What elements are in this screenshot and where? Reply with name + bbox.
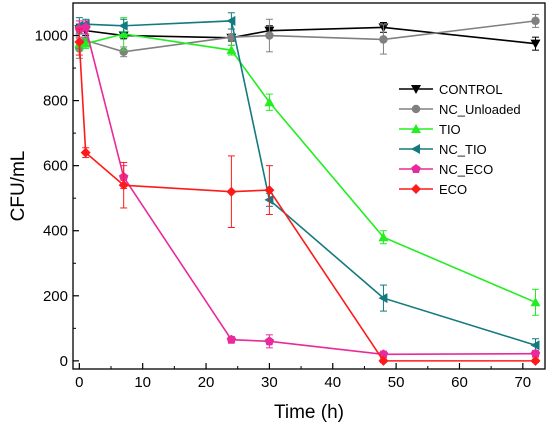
data-point [227, 32, 236, 42]
series-eco [74, 28, 541, 366]
series-tio [74, 17, 541, 316]
x-axis-title: Time (h) [274, 402, 344, 423]
legend-item: CONTROL [399, 82, 503, 97]
data-point [378, 293, 388, 304]
data-point [264, 97, 275, 107]
legend-label: NC_TIO [439, 142, 487, 157]
data-point [80, 147, 91, 158]
axis-ticks: 0 10 20 30 40 50 60 70 0 200 400 600 800 1000 [35, 28, 532, 391]
data-point [118, 28, 129, 38]
x-tick-label: 40 [324, 374, 341, 391]
y-tick-label: 0 [60, 353, 68, 370]
data-point [118, 20, 128, 31]
legend-label: CONTROL [439, 82, 503, 97]
y-tick-label: 200 [43, 288, 68, 305]
x-tick-label: 0 [75, 374, 83, 391]
data-point [226, 334, 237, 344]
legend-item: NC_ECO [399, 162, 493, 177]
data-point [264, 185, 275, 196]
series-layer [74, 12, 541, 366]
data-point [530, 355, 541, 366]
legend-marker [411, 85, 421, 94]
y-tick-label: 400 [43, 223, 68, 240]
y-axis-title: CFU/mL [8, 151, 29, 222]
legend-label: TIO [439, 122, 461, 137]
data-point [265, 31, 274, 40]
legend-marker [411, 104, 421, 114]
legend-item: TIO [399, 122, 461, 137]
y-tick-label: 1000 [35, 28, 68, 45]
legend-marker [411, 164, 421, 174]
plot-frame [72, 2, 546, 370]
data-point [378, 232, 389, 242]
data-point [80, 22, 91, 32]
x-tick-label: 10 [134, 374, 151, 391]
series-nc-tio [74, 12, 540, 353]
legend: CONTROL NC_Unloaded TIO NC_TIO NC_ECO ECO [399, 82, 521, 197]
x-tick-label: 30 [261, 374, 278, 391]
legend-item: ECO [399, 182, 467, 197]
y-tick-label: 800 [43, 93, 68, 110]
legend-marker [411, 144, 420, 154]
data-point [226, 45, 237, 55]
data-point [80, 38, 91, 48]
data-point [531, 16, 540, 26]
x-tick-label: 50 [388, 374, 405, 391]
legend-label: NC_Unloaded [439, 102, 521, 117]
data-point [226, 186, 237, 197]
legend-item: NC_Unloaded [399, 102, 521, 117]
series-nc-eco [74, 20, 541, 359]
x-tick-label: 70 [514, 374, 531, 391]
data-point [118, 180, 129, 191]
data-point [378, 355, 389, 366]
data-point [530, 348, 541, 358]
data-point [74, 37, 85, 48]
y-tick-label: 600 [43, 158, 68, 175]
x-tick-label: 20 [198, 374, 215, 391]
data-point [530, 39, 541, 49]
legend-marker [411, 124, 421, 133]
data-point [226, 15, 236, 26]
data-point [264, 336, 275, 346]
data-point [530, 340, 540, 351]
x-tick-label: 60 [451, 374, 468, 391]
data-point [530, 297, 541, 307]
plot-area: 0 10 20 30 40 50 60 70 0 200 400 600 800 1000 [35, 2, 546, 391]
legend-label: ECO [439, 182, 467, 197]
legend-label: NC_ECO [439, 162, 493, 177]
data-point [379, 35, 388, 44]
legend-item: NC_TIO [399, 142, 487, 157]
legend-marker [411, 184, 421, 194]
